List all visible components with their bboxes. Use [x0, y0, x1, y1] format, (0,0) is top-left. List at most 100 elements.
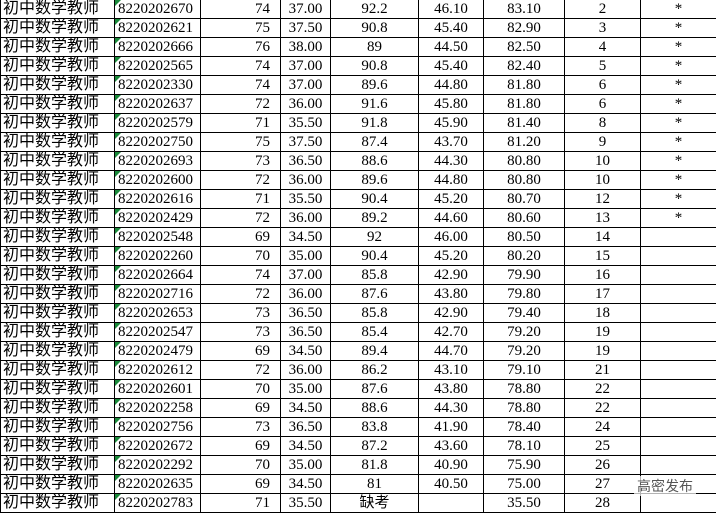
candidate-id: 8220202600: [114, 170, 201, 190]
interview-weighted: 40.90: [418, 455, 484, 475]
written-weighted: 35.00: [280, 455, 331, 475]
position: 初中数学教师: [0, 246, 115, 266]
written-weighted: 34.50: [280, 436, 331, 456]
mark: *: [640, 170, 716, 190]
total-score: 35.50: [483, 493, 565, 513]
mark: *: [640, 94, 716, 114]
written-weighted: 37.50: [280, 18, 331, 38]
interview-weighted: 44.60: [418, 208, 484, 228]
table-row: 初中数学教师 8220202672 69 34.50 87.2 43.60 78.10 25: [0, 436, 716, 456]
interview-score: 90.4: [330, 246, 419, 266]
total-score: 81.80: [483, 75, 565, 95]
rank: 2: [564, 0, 641, 19]
total-score: 80.50: [483, 227, 565, 247]
candidate-id: 8220202666: [114, 37, 201, 57]
interview-score: 88.6: [330, 398, 419, 418]
interview-score: 87.6: [330, 284, 419, 304]
written-weighted: 35.50: [280, 113, 331, 133]
interview-weighted: [418, 493, 484, 513]
candidate-id: 8220202548: [114, 227, 201, 247]
table-row: 初中数学教师 8220202548 69 34.50 92 46.00 80.50 14: [0, 227, 716, 247]
interview-weighted: 42.90: [418, 265, 484, 285]
total-score: 75.00: [483, 474, 565, 494]
mark: *: [640, 132, 716, 152]
candidate-id: 8220202479: [114, 341, 201, 361]
interview-score: 85.4: [330, 322, 419, 342]
mark: [640, 322, 716, 342]
written-score: 72: [200, 208, 281, 228]
total-score: 82.40: [483, 56, 565, 76]
position: 初中数学教师: [0, 398, 115, 418]
table-row: 初中数学教师 8220202479 69 34.50 89.4 44.70 79.20 19: [0, 341, 716, 361]
written-score: 70: [200, 379, 281, 399]
table-row: 初中数学教师 8220202664 74 37.00 85.8 42.90 79.90 16: [0, 265, 716, 285]
position: 初中数学教师: [0, 436, 115, 456]
rank: 27: [564, 474, 641, 494]
rank: 19: [564, 341, 641, 361]
table-row: 初中数学教师 8220202653 73 36.50 85.8 42.90 79.40 18: [0, 303, 716, 323]
rank: 3: [564, 18, 641, 38]
position: 初中数学教师: [0, 18, 115, 38]
interview-score: 90.8: [330, 56, 419, 76]
position: 初中数学教师: [0, 0, 115, 19]
interview-score: 89.6: [330, 75, 419, 95]
table-row: 初中数学教师 8220202330 74 37.00 89.6 44.80 81.80 6 *: [0, 75, 716, 95]
table-row: 初中数学教师 8220202579 71 35.50 91.8 45.90 81.40 8 *: [0, 113, 716, 133]
table-row: 初中数学教师 8220202601 70 35.00 87.6 43.80 78.80 22: [0, 379, 716, 399]
table-row: 初中数学教师 8220202783 71 35.50 缺考 35.50 28: [0, 493, 716, 513]
table-row: 初中数学教师 8220202693 73 36.50 88.6 44.30 80.80 10 *: [0, 151, 716, 171]
total-score: 78.10: [483, 436, 565, 456]
mark: *: [640, 208, 716, 228]
written-score: 71: [200, 113, 281, 133]
interview-score: 91.6: [330, 94, 419, 114]
total-score: 80.80: [483, 151, 565, 171]
interview-score: 89.6: [330, 170, 419, 190]
mark: *: [640, 56, 716, 76]
interview-score: 85.8: [330, 303, 419, 323]
mark: *: [640, 75, 716, 95]
written-weighted: 37.00: [280, 265, 331, 285]
written-score: 76: [200, 37, 281, 57]
written-score: 73: [200, 303, 281, 323]
candidate-id: 8220202292: [114, 455, 201, 475]
table-row: 初中数学教师 8220202635 69 34.50 81 40.50 75.00 27: [0, 474, 716, 494]
interview-score: 86.2: [330, 360, 419, 380]
mark: [640, 227, 716, 247]
interview-score: 92: [330, 227, 419, 247]
table-row: 初中数学教师 8220202716 72 36.00 87.6 43.80 79.80 17: [0, 284, 716, 304]
position: 初中数学教师: [0, 341, 115, 361]
total-score: 79.10: [483, 360, 565, 380]
interview-weighted: 45.20: [418, 189, 484, 209]
interview-weighted: 46.00: [418, 227, 484, 247]
table-row: 初中数学教师 8220202292 70 35.00 81.8 40.90 75.90 26: [0, 455, 716, 475]
rank: 10: [564, 170, 641, 190]
written-score: 71: [200, 189, 281, 209]
position: 初中数学教师: [0, 493, 115, 513]
total-score: 82.90: [483, 18, 565, 38]
written-score: 72: [200, 94, 281, 114]
candidate-id: 8220202750: [114, 132, 201, 152]
interview-weighted: 44.80: [418, 170, 484, 190]
interview-weighted: 41.90: [418, 417, 484, 437]
candidate-id: 8220202653: [114, 303, 201, 323]
written-score: 75: [200, 132, 281, 152]
rank: 26: [564, 455, 641, 475]
mark: [640, 284, 716, 304]
candidate-id: 8220202612: [114, 360, 201, 380]
mark: [640, 455, 716, 475]
table-row: 初中数学教师 8220202621 75 37.50 90.8 45.40 82.90 3 *: [0, 18, 716, 38]
candidate-id: 8220202547: [114, 322, 201, 342]
position: 初中数学教师: [0, 170, 115, 190]
table-row: 初中数学教师 8220202612 72 36.00 86.2 43.10 79.10 21: [0, 360, 716, 380]
position: 初中数学教师: [0, 132, 115, 152]
candidate-id: 8220202260: [114, 246, 201, 266]
candidate-id: 8220202670: [114, 0, 201, 19]
rank: 21: [564, 360, 641, 380]
rank: 15: [564, 246, 641, 266]
rank: 8: [564, 113, 641, 133]
interview-score: 87.2: [330, 436, 419, 456]
candidate-id: 8220202635: [114, 474, 201, 494]
interview-score: 90.8: [330, 18, 419, 38]
